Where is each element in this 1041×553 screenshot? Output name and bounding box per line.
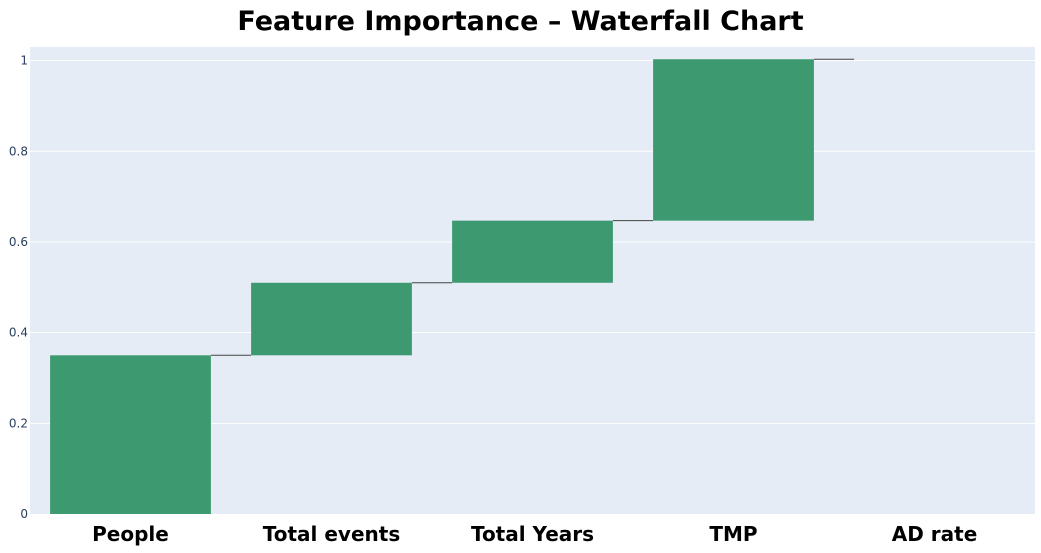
x-tick-label: Total events bbox=[263, 522, 400, 546]
x-axis-ticks: People Total events Total Years TMP AD rate bbox=[92, 522, 977, 546]
bar-people bbox=[50, 355, 211, 514]
bar-total-events bbox=[251, 282, 412, 356]
x-tick-label: Total Years bbox=[471, 522, 594, 546]
x-tick-label: People bbox=[92, 522, 169, 546]
chart-title: Feature Importance – Waterfall Chart bbox=[237, 6, 804, 37]
y-tick-label: 0.2 bbox=[9, 416, 28, 430]
x-tick-label: TMP bbox=[709, 522, 757, 546]
bar-tmp bbox=[653, 59, 814, 221]
y-tick-label: 0.8 bbox=[9, 144, 28, 158]
bars bbox=[50, 59, 814, 514]
connectors bbox=[210, 58, 855, 356]
x-tick-label: AD rate bbox=[892, 522, 978, 546]
y-tick-label: 0.6 bbox=[9, 235, 28, 249]
y-tick-label: 1 bbox=[20, 54, 28, 68]
bar-total-years bbox=[452, 220, 613, 283]
y-axis-ticks: 0 0.2 0.4 0.6 0.8 1 bbox=[9, 54, 28, 521]
y-tick-label: 0.4 bbox=[9, 326, 28, 340]
y-tick-label: 0 bbox=[20, 507, 28, 521]
